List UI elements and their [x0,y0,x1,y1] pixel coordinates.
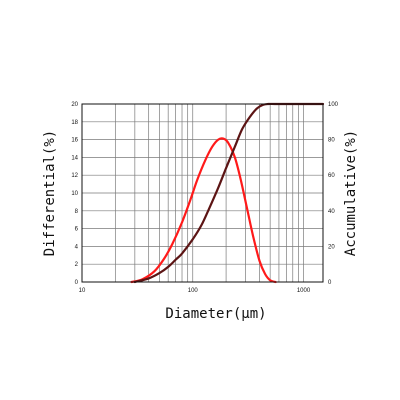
y-right-tick-labels: 0 20 40 60 80 100 [328,102,339,286]
x-axis-title: Diameter(μm) [165,306,266,322]
y-left-tick-label: 4 [75,244,79,250]
y-right-tick-label: 80 [328,138,335,144]
plot-frame [81,103,324,283]
y-left-tick-label: 8 [75,209,79,215]
x-tick-label: 1000 [297,288,311,294]
y-left-tick-label: 0 [75,280,79,286]
plot-grid [82,104,323,282]
y-right-tick-label: 60 [328,173,335,179]
y-left-axis-title: Differential(%) [42,130,58,256]
y-left-tick-label: 2 [75,262,79,268]
y-right-axis-title: Accumulative(%) [343,130,359,256]
differential-series-line [130,137,277,284]
x-tick-labels: 10 100 1000 [79,288,311,294]
y-right-tick-label: 0 [328,280,332,286]
y-left-tick-label: 12 [71,173,78,179]
y-left-tick-labels: 0 2 4 6 8 10 12 14 16 18 20 [71,102,78,286]
y-left-tick-label: 20 [71,102,78,108]
y-right-tick-label: 20 [328,244,335,250]
y-left-tick-label: 18 [71,120,78,126]
y-left-tick-label: 10 [71,191,78,197]
y-left-tick-label: 6 [75,227,79,233]
y-left-tick-label: 14 [71,155,78,161]
x-tick-label: 10 [79,288,86,294]
x-tick-label: 100 [188,288,199,294]
y-right-tick-label: 40 [328,209,335,215]
y-right-tick-label: 100 [328,102,339,108]
y-left-tick-label: 16 [71,138,78,144]
